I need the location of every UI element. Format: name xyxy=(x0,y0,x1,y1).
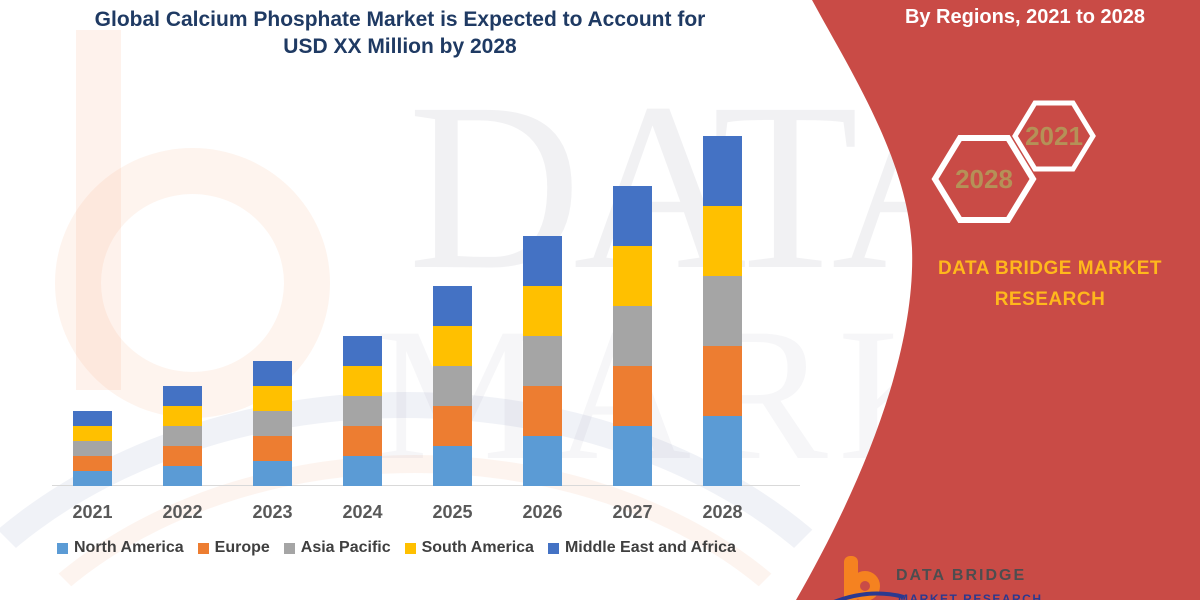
bar-segment-2028-north-america xyxy=(703,416,742,486)
x-axis-label-2022: 2022 xyxy=(162,502,203,522)
x-axis-label-2027: 2027 xyxy=(612,502,653,522)
chart-title-line1: Global Calcium Phosphate Market is Expec… xyxy=(94,8,706,31)
bar-segment-2022-south-america xyxy=(163,406,202,426)
x-axis-line xyxy=(52,485,800,486)
brand-text-line1: DATA BRIDGE MARKET xyxy=(938,258,1162,279)
legend: North America Europe Asia Pacific South Ame… xyxy=(57,539,736,557)
legend-swatch-middle-east-and-africa xyxy=(547,542,559,554)
bar-segment-2024-asia-pacific xyxy=(343,396,382,426)
bar-segment-2021-south-america xyxy=(73,426,112,441)
legend-label-asia-pacific: Asia Pacific xyxy=(300,539,391,556)
brand-text: DATA BRIDGE MARKET RESEARCH xyxy=(925,253,1175,315)
chart-title: Global Calcium Phosphate Market is Expec… xyxy=(30,6,770,60)
bar-segment-2023-asia-pacific xyxy=(253,411,292,436)
bar-segment-2021-north-america xyxy=(73,471,112,486)
x-axis-label-2025: 2025 xyxy=(432,502,473,522)
x-axis-label-2028: 2028 xyxy=(702,502,743,522)
bar-segment-2021-asia-pacific xyxy=(73,441,112,456)
bar-segment-2024-north-america xyxy=(343,456,382,486)
bar-segment-2023-europe xyxy=(253,436,292,461)
panel-heading: By Regions, 2021 to 2028 xyxy=(904,6,1146,28)
legend-item-middle-east-and-africa: Middle East and Africa xyxy=(547,539,736,557)
bar-segment-2026-north-america xyxy=(523,436,562,486)
bar-segment-2023-middle-east-and-africa xyxy=(253,361,292,386)
legend-swatch-europe xyxy=(197,542,209,554)
bar-segment-2027-asia-pacific xyxy=(613,306,652,366)
chart-title-line2: USD XX Million by 2028 xyxy=(283,35,517,58)
bar-segment-2026-south-america xyxy=(523,286,562,336)
footer-logo: DATA BRIDGE MARKET RESEARCH xyxy=(833,556,1056,600)
legend-label-south-america: South America xyxy=(421,539,534,556)
bar-segment-2027-north-america xyxy=(613,426,652,486)
legend-swatch-asia-pacific xyxy=(283,542,295,554)
bar-segment-2027-south-america xyxy=(613,246,652,306)
bar-segment-2022-asia-pacific xyxy=(163,426,202,446)
bar-segment-2025-south-america xyxy=(433,326,472,366)
footer-logo-swoosh-icon xyxy=(833,591,905,600)
bar-segment-2024-south-america xyxy=(343,366,382,396)
legend-item-north-america: North America xyxy=(57,539,184,557)
x-axis-label-2023: 2023 xyxy=(252,502,293,522)
footer-logo-text-line1: DATA BRIDGE xyxy=(896,567,1027,584)
legend-swatch-north-america xyxy=(57,542,68,554)
legend-label-north-america: North America xyxy=(74,539,184,556)
bar-segment-2028-south-america xyxy=(703,206,742,276)
x-axis-label-2024: 2024 xyxy=(342,502,383,522)
bar-segment-2022-north-america xyxy=(163,466,202,486)
bar-segment-2021-middle-east-and-africa xyxy=(73,411,112,426)
brand-text-line2: RESEARCH xyxy=(994,289,1106,310)
bar-segment-2026-middle-east-and-africa xyxy=(523,236,562,286)
bar-segment-2023-north-america xyxy=(253,461,292,486)
bar-segment-2023-south-america xyxy=(253,386,292,411)
legend-label-europe: Europe xyxy=(214,539,270,556)
bar-segment-2025-asia-pacific xyxy=(433,366,472,406)
x-axis-label-2021: 2021 xyxy=(72,502,113,522)
footer-logo-text-line2: MARKET RESEARCH xyxy=(898,592,1043,600)
legend-item-south-america: South America xyxy=(404,539,534,557)
bar-segment-2028-middle-east-and-africa xyxy=(703,136,742,206)
bar-segment-2028-europe xyxy=(703,346,742,416)
bar-segment-2025-europe xyxy=(433,406,472,446)
legend-swatch-south-america xyxy=(404,542,416,554)
legend-item-europe: Europe xyxy=(197,539,270,557)
bar-segment-2027-europe xyxy=(613,366,652,426)
x-axis-label-2026: 2026 xyxy=(522,502,563,522)
bar-segment-2022-europe xyxy=(163,446,202,466)
legend-item-asia-pacific: Asia Pacific xyxy=(283,539,391,557)
bar-segment-2026-europe xyxy=(523,386,562,436)
bar-segment-2027-middle-east-and-africa xyxy=(613,186,652,246)
bar-segment-2022-middle-east-and-africa xyxy=(163,386,202,406)
bar-segment-2028-asia-pacific xyxy=(703,276,742,346)
bar-segment-2026-asia-pacific xyxy=(523,336,562,386)
bar-segment-2021-europe xyxy=(73,456,112,471)
legend-label-middle-east-and-africa: Middle East and Africa xyxy=(564,539,736,556)
bar-segment-2025-middle-east-and-africa xyxy=(433,286,472,326)
bar-segment-2025-north-america xyxy=(433,446,472,486)
bar-segment-2024-europe xyxy=(343,426,382,456)
bar-segment-2024-middle-east-and-africa xyxy=(343,336,382,366)
